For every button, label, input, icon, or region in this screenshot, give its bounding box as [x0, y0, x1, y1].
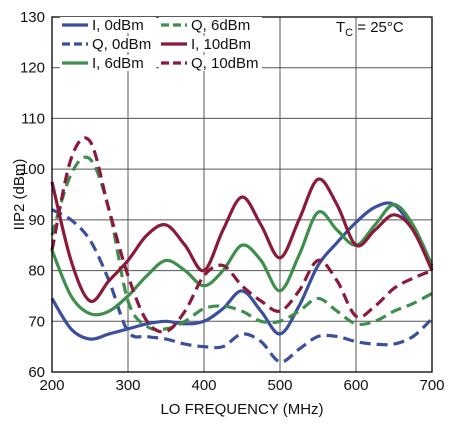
legend-label: I, 0dBm — [92, 17, 144, 34]
legend-background — [159, 36, 262, 52]
y-tick-label: 110 — [21, 110, 45, 127]
series-line-i-6dbm — [50, 203, 434, 317]
legend-background — [159, 55, 262, 71]
series-layer — [50, 136, 434, 364]
x-axis-label: LO FREQUENCY (MHz) — [160, 401, 323, 418]
annotation-rest: = 25°C — [353, 19, 404, 36]
y-tick-label: 100 — [20, 161, 45, 178]
legend-label: I, 10dBm — [191, 36, 251, 53]
series-line-i-0dbm — [50, 201, 434, 341]
y-tick-label: 60 — [28, 364, 45, 381]
x-tick-label: 700 — [419, 377, 444, 394]
legend-label: Q, 0dBm — [92, 36, 151, 53]
legend-background — [60, 36, 156, 52]
y-tick-label: 130 — [20, 9, 45, 26]
x-tick-label: 600 — [343, 377, 368, 394]
y-axis-label: IIP2 (dBm) — [11, 159, 28, 231]
legend-background — [60, 55, 156, 71]
legend: I, 0dBm Q, 0dBm I, 6dBm Q, 6dBm I, 10dBm Q, 1… — [60, 17, 262, 72]
legend-background — [60, 17, 156, 33]
legend-label: I, 6dBm — [92, 55, 144, 72]
x-tick-label: 200 — [39, 377, 64, 394]
legend-label: Q, 10dBm — [191, 55, 259, 72]
y-tick-label: 80 — [28, 263, 45, 280]
legend-label: Q, 6dBm — [191, 17, 250, 34]
y-tick-label: 90 — [28, 212, 45, 229]
series-line-q-6dbm — [50, 155, 433, 332]
series-line-i-10dbm — [50, 177, 434, 303]
annotation-sub: C — [345, 27, 353, 39]
y-tick-label: 70 — [28, 313, 45, 330]
temperature-annotation: TC = 25°C — [336, 19, 404, 39]
legend-background — [159, 17, 262, 33]
tick-labels: 200 300 400 500 600 700 60 70 80 90 100 110 120 130 — [20, 9, 445, 394]
series-line-q-0dbm — [51, 208, 434, 364]
x-tick-label: 400 — [191, 377, 216, 394]
series-line-q-10dbm — [50, 136, 433, 334]
annotation-main: T — [336, 19, 345, 36]
x-tick-label: 300 — [115, 377, 140, 394]
y-tick-label: 120 — [20, 60, 45, 77]
x-tick-label: 500 — [267, 377, 292, 394]
